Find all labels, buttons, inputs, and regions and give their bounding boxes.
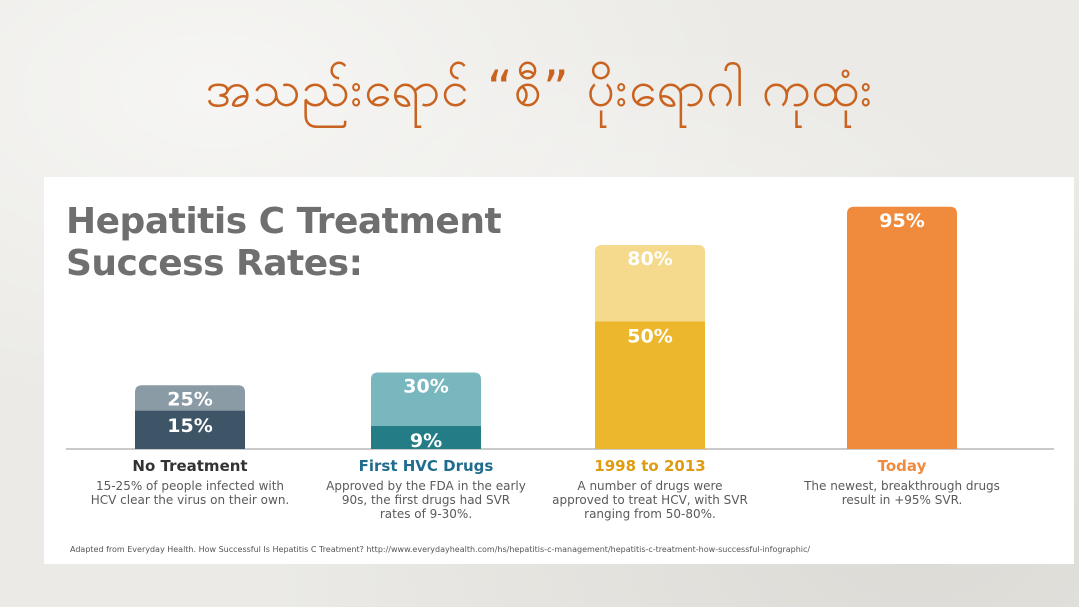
category-label-1: No Treatment 15-25% of people infected wi… [90, 457, 290, 507]
category-name: Today [802, 457, 1002, 475]
category-description: Approved by the FDA in the early 90s, th… [326, 479, 526, 521]
value-label-low-1: 15% [167, 415, 212, 437]
bar-range-4 [847, 207, 957, 449]
category-name: 1998 to 2013 [550, 457, 750, 475]
category-description: A number of drugs were approved to treat… [550, 479, 750, 521]
infographic-card: Hepatitis C Treatment Success Rates: 25%… [44, 177, 1074, 564]
value-label-low-4: 95% [879, 210, 924, 232]
value-label-high-1: 25% [167, 388, 212, 410]
source-note: Adapted from Everyday Health. How Succes… [70, 545, 810, 554]
category-label-2: First HVC Drugs Approved by the FDA in th… [326, 457, 526, 521]
slide-heading: အသည်းရောင် “စီ” ပိုးရောဂါ ကုထုံး [0, 58, 1079, 131]
category-label-3: 1998 to 2013 A number of drugs were appro… [550, 457, 750, 521]
value-label-high-3: 80% [627, 248, 672, 270]
value-label-low-3: 50% [627, 326, 672, 348]
category-description: The newest, breakthrough drugs result in… [802, 479, 1002, 507]
category-name: No Treatment [90, 457, 290, 475]
value-label-low-2: 9% [410, 430, 442, 452]
category-name: First HVC Drugs [326, 457, 526, 475]
value-label-high-2: 30% [403, 376, 448, 398]
category-description: 15-25% of people infected with HCV clear… [90, 479, 290, 507]
category-label-4: Today The newest, breakthrough drugs resu… [802, 457, 1002, 507]
